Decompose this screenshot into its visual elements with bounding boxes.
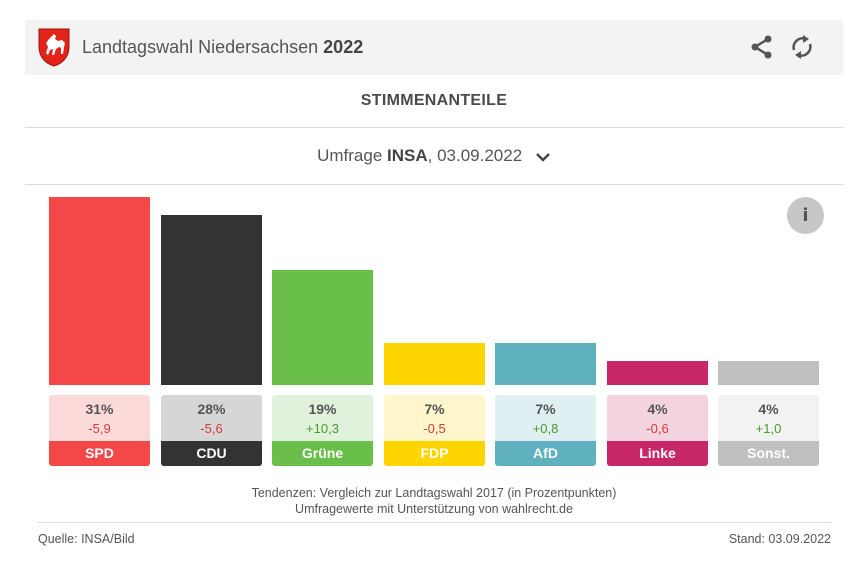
change-label: +0,8 <box>532 421 559 436</box>
party-card: 31% -5,9 SPD <box>49 395 150 466</box>
bar-spd <box>49 197 150 385</box>
section-title: STIMMENANTEILE <box>360 92 508 109</box>
party-card: 28% -5,6 CDU <box>161 395 262 466</box>
party-label: FDP <box>384 441 485 466</box>
party-label: Sonst. <box>718 441 819 466</box>
party-card: 7% -0,5 FDP <box>384 395 485 466</box>
divider <box>38 522 831 523</box>
party-card: 19% +10,3 Grüne <box>272 395 373 466</box>
value-label: 19% <box>308 401 337 417</box>
chevron-down-icon <box>536 152 550 162</box>
change-label: +1,0 <box>755 421 782 436</box>
share-icon[interactable] <box>748 33 776 61</box>
app-title: Landtagswahl Niedersachsen 2022 <box>82 37 363 58</box>
bar-cdu <box>161 215 262 385</box>
value-label: 31% <box>85 401 114 417</box>
crest-icon <box>38 28 70 67</box>
divider <box>25 184 843 185</box>
party-label: SPD <box>49 441 150 466</box>
footnote-credits: Umfragewerte mit Unterstützung von wahlr… <box>295 502 573 516</box>
value-label: 7% <box>424 401 445 417</box>
change-label: -0,5 <box>423 421 446 436</box>
poll-prefix: Umfrage <box>317 146 383 165</box>
bar-afd <box>495 343 596 385</box>
party-card: 7% +0,8 AfD <box>495 395 596 466</box>
party-label: CDU <box>161 441 262 466</box>
change-label: -5,9 <box>88 421 111 436</box>
value-label: 4% <box>758 401 779 417</box>
poll-institute: INSA <box>387 146 428 165</box>
divider <box>25 127 843 128</box>
bar-fdp <box>384 343 485 385</box>
footnote-tendencies: Tendenzen: Vergleich zur Landtagswahl 20… <box>251 486 617 500</box>
party-card: 4% +1,0 Sonst. <box>718 395 819 466</box>
value-label: 7% <box>535 401 556 417</box>
change-label: -0,6 <box>646 421 669 436</box>
refresh-icon[interactable] <box>788 33 816 61</box>
date-stamp: Stand: 03.09.2022 <box>728 532 831 546</box>
party-label: Grüne <box>272 441 373 466</box>
poll-date: , 03.09.2022 <box>427 146 523 165</box>
title-year: 2022 <box>323 37 364 57</box>
value-label: 28% <box>197 401 226 417</box>
change-label: -5,6 <box>200 421 223 436</box>
poll-selector-dropdown[interactable]: Umfrage INSA, 03.09.2022 <box>25 146 843 166</box>
party-label: AfD <box>495 441 596 466</box>
value-label: 4% <box>647 401 668 417</box>
info-button[interactable]: i <box>787 197 824 234</box>
header-bar: Landtagswahl Niedersachsen 2022 <box>25 20 843 75</box>
title-text: Landtagswahl Niedersachsen <box>82 37 319 57</box>
bar-sonst <box>718 361 819 385</box>
source-label: Quelle: INSA/Bild <box>38 532 135 546</box>
bar-grne <box>272 270 373 385</box>
change-label: +10,3 <box>306 421 339 436</box>
party-card: 4% -0,6 Linke <box>607 395 708 466</box>
bar-linke <box>607 361 708 385</box>
party-label: Linke <box>607 441 708 466</box>
